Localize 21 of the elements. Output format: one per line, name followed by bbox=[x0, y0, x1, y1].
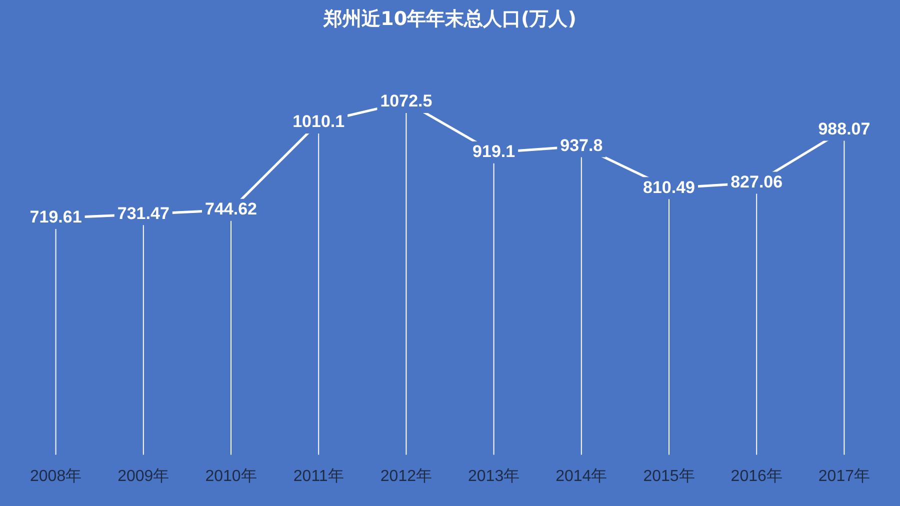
x-tick-label: 2009年 bbox=[118, 468, 170, 485]
x-tick-label: 2016年 bbox=[730, 468, 782, 485]
x-tick-label: 2011年 bbox=[293, 468, 344, 485]
x-tick-label: 2012年 bbox=[380, 468, 432, 485]
x-tick-label: 2013年 bbox=[468, 468, 520, 485]
x-tick-label: 2017年 bbox=[818, 468, 870, 485]
data-label: 744.62 bbox=[205, 200, 257, 219]
data-label: 1010.1 bbox=[292, 112, 345, 132]
x-tick-label: 2008年 bbox=[30, 468, 82, 485]
data-label: 988.07 bbox=[818, 119, 870, 138]
chart-title: 郑州近10年年末总人口(万人) bbox=[322, 7, 578, 32]
data-label: 1072.5 bbox=[380, 92, 432, 111]
data-label: 810.49 bbox=[643, 178, 695, 197]
data-label: 827.06 bbox=[730, 172, 783, 192]
data-label: 731.47 bbox=[117, 204, 170, 223]
x-tick-label: 2015年 bbox=[643, 468, 695, 485]
data-label: 719.61 bbox=[30, 208, 82, 227]
data-label: 937.8 bbox=[560, 136, 603, 155]
x-tick-label: 2010年 bbox=[205, 468, 257, 485]
x-tick-label: 2014年 bbox=[556, 468, 608, 485]
data-label: 919.1 bbox=[472, 142, 516, 162]
